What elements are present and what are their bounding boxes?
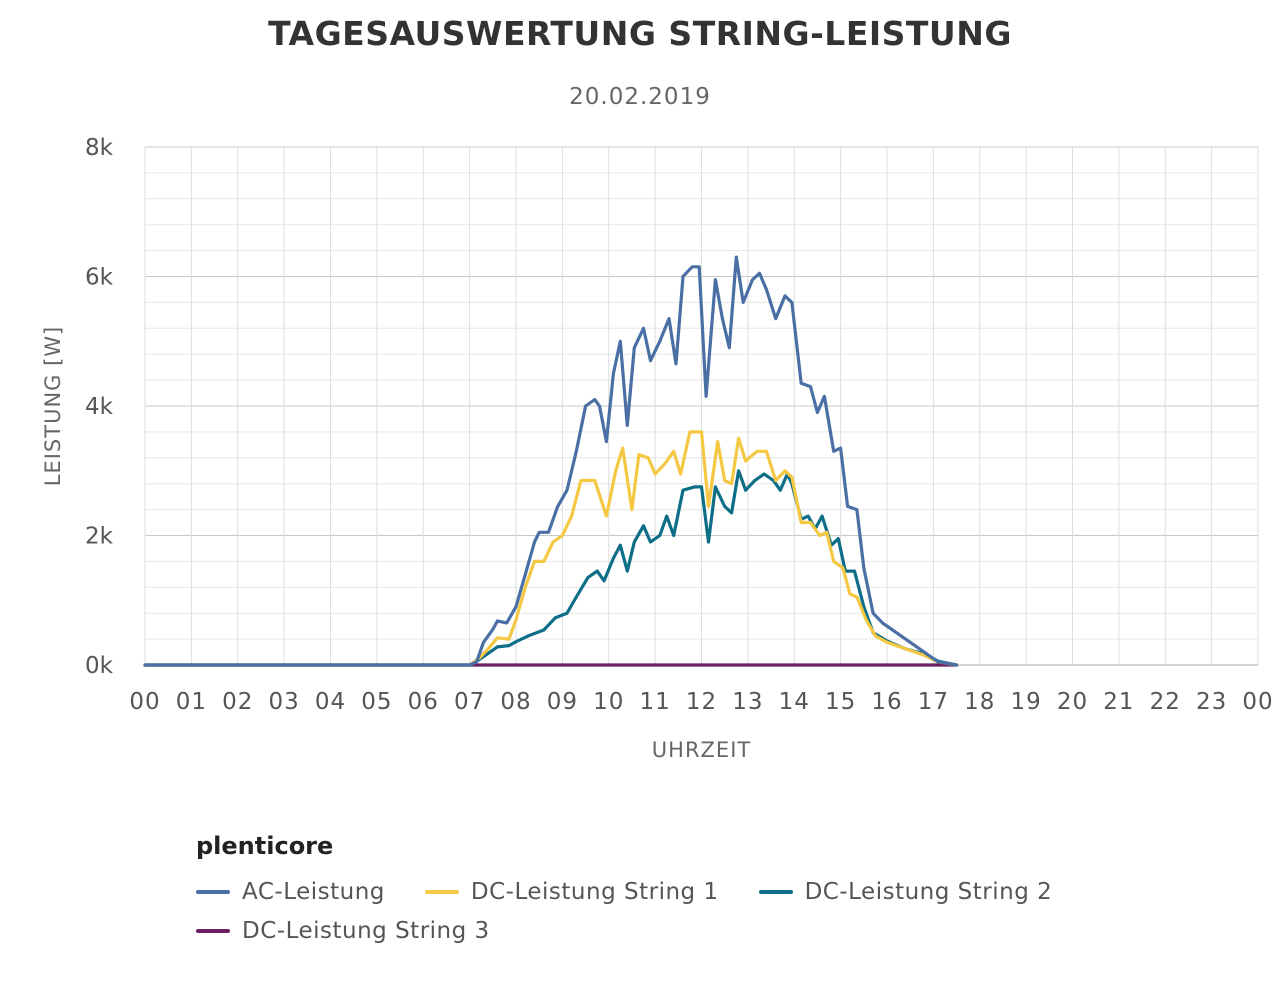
x-tick-label: 00: [129, 689, 160, 715]
y-axis-label: LEISTUNG [W]: [41, 326, 65, 487]
x-tick-label: 22: [1150, 689, 1181, 715]
series-line-dc-leistung-string-1: [143, 430, 959, 667]
x-tick-label: 15: [825, 689, 856, 715]
x-tick-label: 11: [639, 689, 670, 715]
x-tick-label: 05: [361, 689, 392, 715]
series-line-dc-leistung-string-2: [143, 469, 959, 667]
chart-title: TAGESAUSWERTUNG STRING-LEISTUNG: [268, 14, 1012, 53]
x-tick-label: 01: [176, 689, 207, 715]
x-tick-label: 20: [1057, 689, 1088, 715]
line-chart: 0k 2k 4k 6k 8k 00 01 02 03 04 05 06 07 08 09 10 11 12 13 14…: [41, 135, 1273, 762]
legend-item[interactable]: DC-Leistung String 2: [758, 872, 1053, 911]
legend-label: DC-Leistung String 1: [470, 878, 719, 905]
y-tick-label: 0k: [85, 653, 114, 679]
x-tick-label: 17: [918, 689, 949, 715]
x-tick-label: 10: [593, 689, 624, 715]
y-tick-label: 8k: [85, 135, 114, 161]
x-tick-label: 21: [1103, 689, 1134, 715]
legend-swatch: [196, 889, 230, 894]
legend-item[interactable]: DC-Leistung String 3: [196, 911, 490, 950]
x-tick-label: 13: [732, 689, 763, 715]
legend-swatch: [424, 889, 459, 894]
x-axis-label: UHRZEIT: [652, 738, 751, 762]
legend-items: AC-Leistung DC-Leistung String 1 DC-Leistu…: [196, 872, 1176, 950]
legend-label: DC-Leistung String 2: [804, 878, 1053, 905]
x-tick-label: 14: [779, 689, 810, 715]
legend-item[interactable]: DC-Leistung String 1: [424, 872, 719, 911]
x-tick-label: 16: [871, 689, 902, 715]
x-tick-label: 18: [964, 689, 995, 715]
x-tick-label: 09: [547, 689, 578, 715]
legend-label: DC-Leistung String 3: [242, 917, 490, 944]
legend-title: plenticore: [196, 832, 334, 860]
x-tick-label: 02: [222, 689, 253, 715]
legend-swatch: [758, 889, 793, 894]
y-tick-label: 2k: [85, 524, 114, 550]
x-tick-label: 23: [1196, 689, 1227, 715]
y-tick-label: 6k: [85, 265, 114, 291]
x-tick-label: 03: [268, 689, 299, 715]
x-tick-label: 08: [500, 689, 531, 715]
legend-label: AC-Leistung: [242, 878, 385, 905]
chart-subtitle: 20.02.2019: [569, 84, 711, 110]
legend: plenticore AC-Leistung DC-Leistung String…: [196, 832, 1196, 950]
legend-item[interactable]: AC-Leistung: [196, 872, 385, 911]
y-tick-label: 4k: [85, 394, 114, 420]
x-tick-label: 19: [1010, 689, 1041, 715]
series-line-ac-leistung: [143, 255, 959, 667]
x-tick-label: 07: [454, 689, 485, 715]
x-tick-label: 06: [408, 689, 439, 715]
x-tick-label: 00: [1242, 689, 1273, 715]
legend-swatch: [196, 928, 230, 933]
x-tick-label: 04: [315, 689, 346, 715]
x-tick-label: 12: [686, 689, 717, 715]
